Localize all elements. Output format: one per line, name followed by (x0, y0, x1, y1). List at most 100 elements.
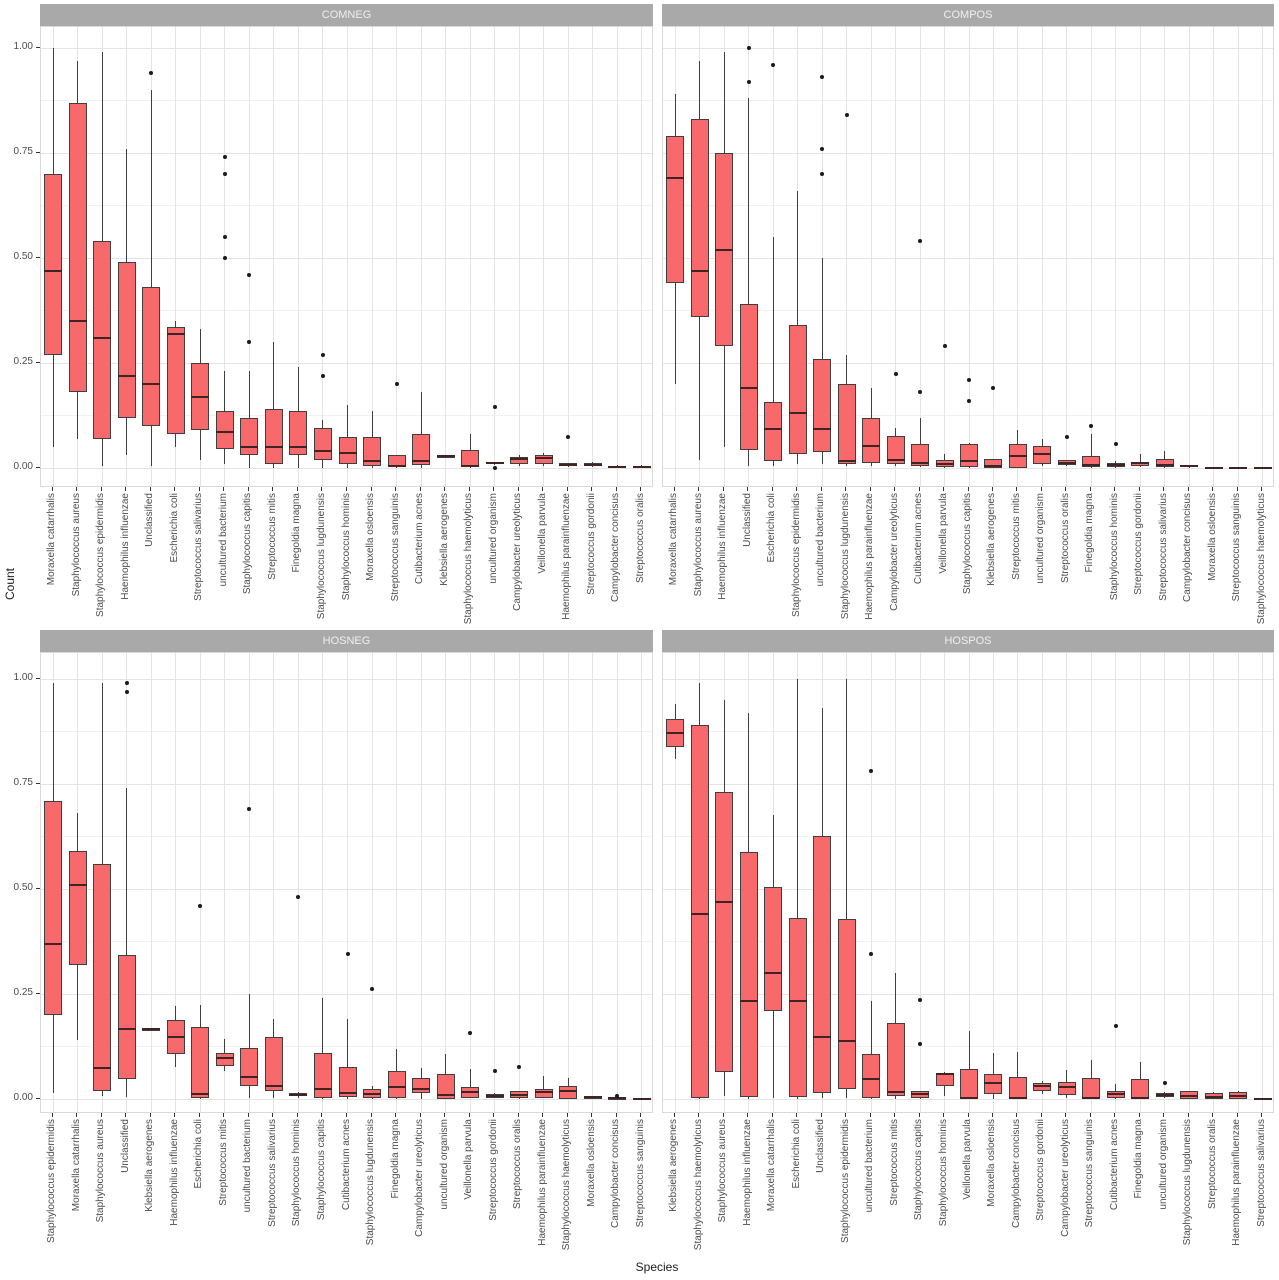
boxplot-median (1082, 464, 1101, 467)
gridline-v (494, 27, 496, 486)
gridline-h-major (41, 993, 652, 995)
outlier-point (370, 986, 375, 991)
boxplot-box (338, 436, 357, 464)
x-tick-label: Streptococcus gordonii (487, 1119, 499, 1221)
gridline-v (175, 27, 177, 486)
x-tick-label: Staphylococcus epidermidis (790, 493, 802, 617)
outlier-point (492, 405, 497, 410)
x-tick (1261, 1113, 1263, 1117)
x-tick (174, 1113, 176, 1117)
gridline-v (347, 27, 348, 486)
x-tick (444, 487, 446, 491)
x-tick-label: Klebsiella aerogenes (144, 1119, 156, 1212)
x-tick (1065, 487, 1067, 491)
x-tick-label: Campylobacter ureolyticus (414, 1119, 426, 1237)
boxplot-box (1155, 459, 1174, 468)
outlier-point (247, 340, 252, 344)
x-tick-label: Finegoldia magna (1084, 493, 1096, 573)
boxplot-median (1131, 462, 1150, 465)
boxplot-box (764, 886, 783, 1011)
y-tick-label: 0.00 (13, 1092, 33, 1103)
facet-panel-compos (662, 26, 1274, 487)
gridline-v (420, 653, 422, 1112)
gridline-h-major (41, 783, 652, 785)
x-tick (1212, 487, 1214, 491)
x-tick-label: Cutibacterium acnes (1108, 1119, 1120, 1211)
gridline-v (1115, 653, 1117, 1112)
gridline-v (322, 27, 324, 486)
gridline-v (175, 653, 177, 1112)
outlier-point (320, 373, 325, 378)
x-tick (346, 1113, 347, 1117)
boxplot-box (387, 1070, 406, 1099)
gridline-h-major (41, 1098, 652, 1100)
boxplot-median (240, 1076, 259, 1079)
x-tick-label: Staphylococcus aureus (95, 1119, 107, 1223)
outlier-point (1162, 1081, 1167, 1086)
x-tick (894, 487, 896, 491)
x-tick (747, 487, 749, 491)
gridline-v (273, 27, 275, 486)
x-tick (1089, 487, 1091, 491)
x-tick-label: Streptococcus salivarius (193, 493, 205, 601)
x-tick-label: Staphylococcus lugdunensis (1182, 1119, 1194, 1246)
x-tick-label: Staphylococcus capitis (913, 1119, 925, 1221)
x-tick-label: Veillonella parvula (937, 493, 949, 574)
outlier-point (746, 46, 751, 50)
boxplot-median (788, 412, 807, 415)
x-tick (321, 1113, 323, 1117)
gridline-v (543, 653, 545, 1112)
gridline-v (199, 653, 201, 1112)
gridline-v (641, 653, 643, 1112)
gridline-v (273, 653, 275, 1112)
boxplot-median (608, 1097, 627, 1100)
boxplot-median (690, 269, 709, 272)
x-tick (991, 1113, 993, 1117)
x-tick-label: Campylobacter ureolyticus (888, 493, 900, 611)
gridline-v (248, 27, 250, 486)
y-tick (36, 887, 40, 889)
boxplot-box (240, 417, 259, 456)
gridline-v (445, 653, 447, 1112)
gridline-v (518, 653, 520, 1112)
x-tick-label: Staphylococcus epidermidis (95, 493, 107, 617)
x-tick (1187, 1113, 1189, 1117)
gridline-v (297, 653, 299, 1112)
x-tick (76, 487, 78, 491)
x-tick-label: Streptococcus mitis (888, 1119, 900, 1206)
x-tick-label: Haemophilus parainfluenzae (864, 493, 876, 620)
boxplot-median (1155, 464, 1174, 467)
x-tick-label: uncultured organism (438, 1119, 450, 1210)
x-tick (370, 487, 372, 491)
x-tick-label: uncultured organism (487, 493, 499, 584)
x-tick-label: Streptococcus sanguinis (1231, 493, 1243, 602)
x-tick (820, 487, 822, 491)
boxplot-whisker (968, 1030, 970, 1099)
x-tick (395, 487, 397, 491)
gridline-h-minor (41, 1046, 652, 1047)
outlier-point (149, 71, 154, 76)
gridline-h-minor (41, 310, 652, 311)
x-tick-label: Campylobacter concisus (610, 1119, 622, 1228)
x-tick-label: Streptococcus gordonii (1035, 1119, 1047, 1221)
gridline-v (944, 653, 946, 1112)
x-tick (223, 1113, 225, 1117)
gridline-v (224, 653, 226, 1112)
gridline-v (1262, 27, 1264, 486)
x-tick (149, 1113, 151, 1117)
x-tick-label: Streptococcus gordonii (585, 493, 597, 595)
boxplot-box (960, 1069, 978, 1099)
gridline-h-major (663, 888, 1273, 890)
gridline-v (1237, 653, 1239, 1112)
x-tick (51, 487, 53, 491)
x-tick (918, 1113, 920, 1117)
x-tick-label: Staphylococcus haemolyticus (692, 1119, 704, 1251)
boxplot-median (1253, 1097, 1272, 1100)
gridline-v (870, 27, 872, 486)
boxplot-box (935, 1072, 954, 1086)
outlier-point (771, 62, 776, 67)
x-tick (722, 1113, 724, 1117)
gridline-v (1164, 27, 1166, 486)
outlier-point (320, 352, 325, 357)
